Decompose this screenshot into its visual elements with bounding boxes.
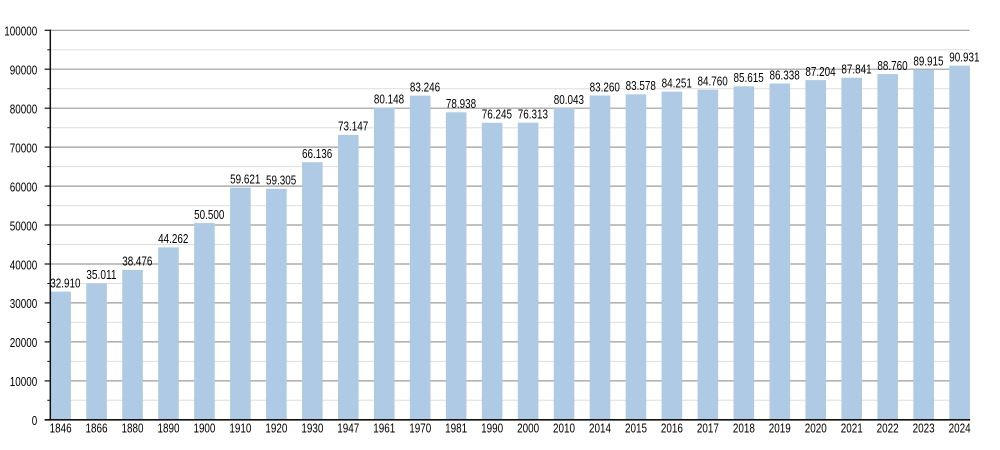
svg-text:1970: 1970 <box>409 420 431 435</box>
svg-text:1961: 1961 <box>373 420 395 435</box>
svg-text:83.246: 83.246 <box>410 79 440 94</box>
svg-text:80.148: 80.148 <box>374 91 404 106</box>
svg-text:2010: 2010 <box>553 420 575 435</box>
svg-text:1910: 1910 <box>229 420 251 435</box>
svg-text:86.338: 86.338 <box>769 67 799 82</box>
svg-text:88.760: 88.760 <box>877 58 907 73</box>
svg-text:2014: 2014 <box>589 420 611 435</box>
svg-text:90.931: 90.931 <box>949 49 979 64</box>
svg-text:1846: 1846 <box>50 420 72 435</box>
svg-text:1981: 1981 <box>445 420 467 435</box>
svg-text:1880: 1880 <box>122 420 144 435</box>
svg-text:76.313: 76.313 <box>518 106 548 121</box>
svg-text:70000: 70000 <box>10 140 38 155</box>
svg-text:2023: 2023 <box>913 420 935 435</box>
svg-text:2024: 2024 <box>949 420 971 435</box>
svg-text:1947: 1947 <box>337 420 359 435</box>
svg-text:1866: 1866 <box>86 420 108 435</box>
svg-text:2017: 2017 <box>697 420 719 435</box>
svg-text:83.578: 83.578 <box>626 78 656 93</box>
svg-text:87.204: 87.204 <box>805 64 835 79</box>
svg-text:2022: 2022 <box>877 420 899 435</box>
svg-text:89.915: 89.915 <box>913 53 943 68</box>
svg-text:1930: 1930 <box>301 420 323 435</box>
svg-text:2018: 2018 <box>733 420 755 435</box>
svg-text:35.011: 35.011 <box>86 267 116 282</box>
svg-text:2019: 2019 <box>769 420 791 435</box>
svg-text:59.621: 59.621 <box>230 171 260 186</box>
svg-text:1920: 1920 <box>265 420 287 435</box>
svg-text:1900: 1900 <box>193 420 215 435</box>
svg-text:32.910: 32.910 <box>50 275 80 290</box>
svg-text:2015: 2015 <box>625 420 647 435</box>
svg-text:59.305: 59.305 <box>266 173 296 188</box>
svg-text:10000: 10000 <box>10 374 38 389</box>
svg-text:38.476: 38.476 <box>122 254 152 269</box>
svg-text:73.147: 73.147 <box>338 119 368 134</box>
svg-text:40000: 40000 <box>10 257 38 272</box>
svg-text:2021: 2021 <box>841 420 863 435</box>
svg-text:0: 0 <box>32 413 38 428</box>
svg-text:84.760: 84.760 <box>698 74 728 89</box>
svg-text:66.136: 66.136 <box>302 146 332 161</box>
svg-text:100000: 100000 <box>4 24 37 39</box>
svg-text:83.260: 83.260 <box>590 79 620 94</box>
svg-text:80.043: 80.043 <box>554 92 584 107</box>
svg-text:84.251: 84.251 <box>662 75 692 90</box>
svg-text:85.615: 85.615 <box>734 70 764 85</box>
svg-text:50.500: 50.500 <box>194 207 224 222</box>
svg-text:78.938: 78.938 <box>446 96 476 111</box>
svg-text:2000: 2000 <box>517 420 539 435</box>
svg-text:60000: 60000 <box>10 179 38 194</box>
svg-text:2016: 2016 <box>661 420 683 435</box>
svg-text:2020: 2020 <box>805 420 827 435</box>
svg-text:1890: 1890 <box>157 420 179 435</box>
svg-text:30000: 30000 <box>10 296 38 311</box>
svg-text:80000: 80000 <box>10 102 38 117</box>
svg-text:44.262: 44.262 <box>158 231 188 246</box>
svg-text:1990: 1990 <box>481 420 503 435</box>
svg-text:90000: 90000 <box>10 63 38 78</box>
svg-text:76.245: 76.245 <box>482 107 512 122</box>
svg-text:20000: 20000 <box>10 335 38 350</box>
svg-text:50000: 50000 <box>10 218 38 233</box>
svg-text:87.841: 87.841 <box>841 62 871 77</box>
